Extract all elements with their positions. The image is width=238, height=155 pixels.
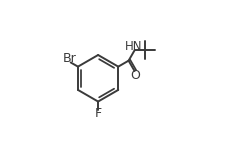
Text: HN: HN	[125, 40, 143, 53]
Text: O: O	[130, 69, 140, 82]
Text: Br: Br	[63, 52, 77, 65]
Text: F: F	[94, 107, 102, 120]
